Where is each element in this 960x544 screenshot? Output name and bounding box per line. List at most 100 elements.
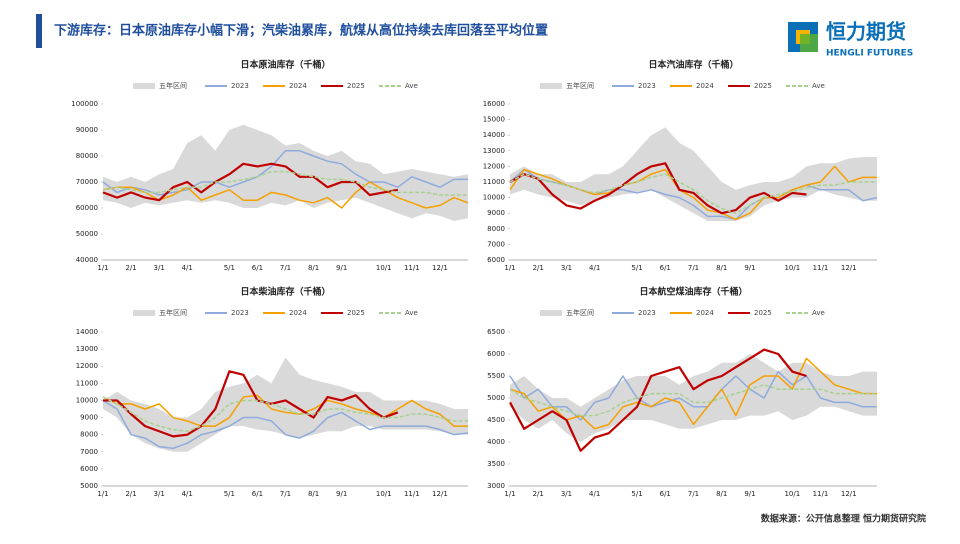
legend-swatch [540,310,562,316]
logo-en: HENGLI FUTURES [826,49,913,59]
chart-title: 日本航空煤油库存（千桶） [639,286,747,298]
y-tick-label: 9000 [80,414,98,422]
x-tick-label: 8/1 [716,264,727,272]
x-tick-label: 10/1 [376,264,392,272]
x-tick-label: 10/1 [376,490,392,498]
x-tick-label: 11/1 [813,490,829,498]
x-tick-label: 9/1 [744,490,755,498]
series-line [509,370,877,421]
legend-label: 2025 [754,82,772,90]
x-tick-label: 11/1 [813,264,829,272]
y-tick-label: 3500 [487,460,505,468]
x-tick-label: 4/1 [589,264,600,272]
title-bar [36,14,42,48]
y-tick-label: 14000 [483,131,505,139]
series-line [102,170,468,196]
x-tick-label: 1/1 [504,490,515,498]
x-tick-label: 6/1 [252,490,263,498]
x-tick-label: 7/1 [280,490,291,498]
y-tick-label: 7000 [487,240,505,248]
logo: 恒力期货 HENGLI FUTURES [788,20,913,59]
source: 数据来源：公开信息整理 恒力期货研究院 [761,513,926,525]
x-tick-label: 12/1 [841,264,857,272]
legend-label: Ave [812,309,825,317]
x-tick-label: 12/1 [432,490,448,498]
y-tick-label: 100000 [71,100,98,108]
slide-title: 下游库存：日本原油库存小幅下滑；汽柴油累库，航煤从高位持续去库回落至平均位置 [54,23,548,39]
x-tick-label: 1/1 [97,490,108,498]
x-tick-label: 8/1 [308,490,319,498]
y-tick-label: 4500 [487,416,505,424]
x-tick-label: 2/1 [125,264,136,272]
x-tick-label: 11/1 [404,264,420,272]
y-tick-label: 6000 [487,256,505,264]
series-line [509,162,807,215]
series-line [509,173,877,214]
x-tick-label: 7/1 [280,264,291,272]
legend-label: 2024 [289,82,307,90]
legend-label: 2024 [696,82,714,90]
legend-label: Ave [405,309,418,317]
x-tick-label: 2/1 [533,264,544,272]
legend-label: 五年区间 [566,81,594,90]
y-tick-label: 13000 [76,345,98,353]
y-tick-label: 15000 [483,116,505,124]
y-tick-label: 11000 [483,178,505,186]
legend-label: 2024 [289,309,307,317]
x-tick-label: 8/1 [716,490,727,498]
y-tick-label: 10000 [483,194,505,202]
range-band [103,124,468,221]
y-tick-label: 50000 [76,230,98,238]
x-tick-label: 8/1 [308,264,319,272]
x-tick-label: 4/1 [182,264,193,272]
legend-label: 2025 [754,309,772,317]
x-tick-label: 3/1 [154,264,165,272]
legend-label: 五年区间 [159,308,187,317]
legend-label: 2025 [347,309,365,317]
logo-icon-green [800,34,818,52]
legend-label: 2025 [347,82,365,90]
y-tick-label: 60000 [76,204,98,212]
range-band [510,127,877,221]
x-tick-label: 2/1 [533,490,544,498]
y-tick-label: 6000 [487,350,505,358]
x-tick-label: 5/1 [224,264,235,272]
y-tick-label: 16000 [483,100,505,108]
y-tick-label: 8000 [487,225,505,233]
series-line [509,384,877,417]
series-line [102,399,469,450]
y-tick-label: 4000 [487,438,505,446]
chart-title: 日本原油库存（千桶） [240,59,330,71]
y-tick-label: 5000 [487,394,505,402]
logo-text: 恒力期货 [826,20,906,44]
x-tick-label: 2/1 [125,490,136,498]
x-tick-label: 7/1 [688,264,699,272]
legend-label: 五年区间 [566,308,594,317]
series-line [509,348,807,452]
x-tick-label: 7/1 [688,490,699,498]
x-tick-label: 3/1 [154,490,165,498]
series-line [102,150,468,196]
x-tick-label: 12/1 [841,490,857,498]
series-line [102,162,399,202]
x-tick-label: 6/1 [660,264,671,272]
series-line [102,396,468,432]
series-line [102,181,469,209]
legend-swatch [133,83,155,89]
legend-label: 五年区间 [159,81,187,90]
y-tick-label: 3000 [487,482,505,490]
x-tick-label: 9/1 [336,264,347,272]
legend-swatch [133,310,155,316]
legend-label: 2023 [231,82,249,90]
legend-label: 2024 [696,309,714,317]
y-tick-label: 70000 [76,178,98,186]
x-tick-label: 5/1 [224,490,235,498]
y-tick-label: 7000 [80,448,98,456]
x-tick-label: 6/1 [660,490,671,498]
x-tick-label: 11/1 [404,490,420,498]
x-tick-label: 5/1 [631,264,642,272]
y-tick-label: 5500 [487,372,505,380]
range-band [510,354,877,442]
